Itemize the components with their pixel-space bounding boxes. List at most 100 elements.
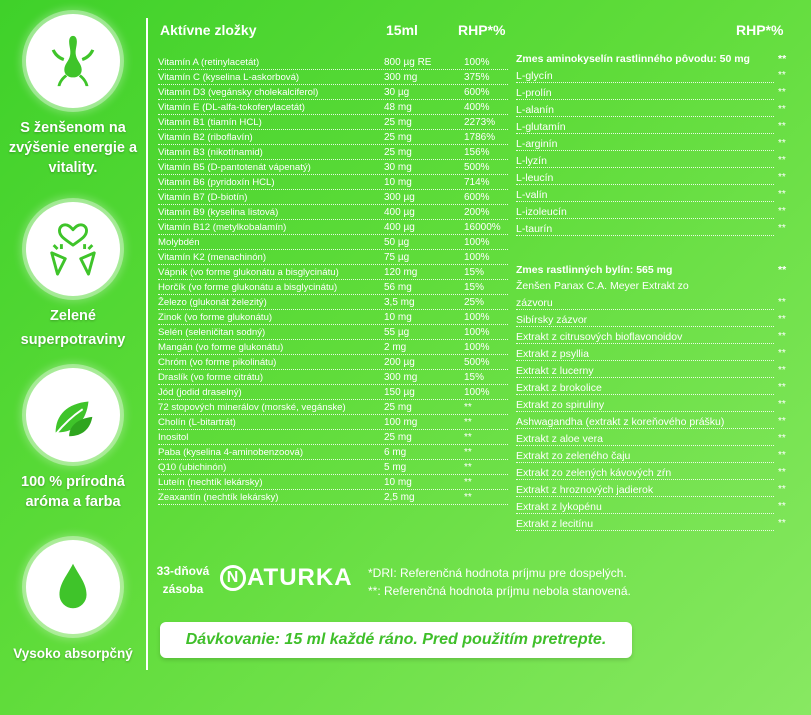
leader-dots bbox=[158, 84, 508, 85]
item-name: Extrakt z psyllia bbox=[516, 348, 589, 360]
item-rhp: ** bbox=[778, 382, 786, 393]
ingredient-name: Vitamín B6 (pyridoxín HCL) bbox=[158, 177, 275, 188]
ingredient-amount: 100 mg bbox=[384, 417, 418, 428]
feature-natural: 100 % prírodná aróma a farba bbox=[0, 368, 146, 512]
leader-dots bbox=[516, 445, 774, 446]
item-name: Extrakt z lykopénu bbox=[516, 501, 602, 513]
table-row: Paba (kyselina 4-aminobenzoová) 6 mg ** bbox=[158, 447, 508, 462]
ingredient-rhp: 15% bbox=[464, 372, 485, 383]
ingredient-name: Mangán (vo forme glukonátu) bbox=[158, 342, 284, 353]
ingredient-amount: 300 mg bbox=[384, 372, 418, 383]
item-rhp: ** bbox=[778, 433, 786, 444]
ingredient-name: Vitamín B12 (metylkobalamín) bbox=[158, 222, 287, 233]
leader-dots bbox=[158, 354, 508, 355]
list-item: Extrakt z brokolice ** bbox=[516, 382, 790, 397]
ingredient-rhp: ** bbox=[464, 477, 472, 488]
ingredient-rhp: 375% bbox=[464, 72, 490, 83]
item-rhp: ** bbox=[778, 121, 786, 132]
list-item: L-leucín ** bbox=[516, 172, 790, 187]
item-name: L-alanín bbox=[516, 104, 554, 116]
ingredient-amount: 10 mg bbox=[384, 477, 412, 488]
header-active-ingredients: Aktívne zložky bbox=[160, 22, 257, 38]
item-name: L-taurín bbox=[516, 223, 553, 235]
header-amount: 15ml bbox=[386, 22, 418, 38]
ingredient-name: Vitamín A (retinylacetát) bbox=[158, 57, 260, 68]
leader-dots bbox=[516, 218, 774, 219]
ingredient-amount: 75 µg bbox=[384, 252, 410, 263]
feature-superfood: Zelené superpotraviny bbox=[0, 202, 146, 352]
ingredient-amount: 2 mg bbox=[384, 342, 407, 353]
ingredient-name: Vápnik (vo forme glukonátu a bisglycinát… bbox=[158, 267, 339, 278]
leader-dots bbox=[158, 144, 508, 145]
ingredient-name: Paba (kyselina 4-aminobenzoová) bbox=[158, 447, 304, 458]
list-item: L-valín ** bbox=[516, 189, 790, 204]
item-rhp: ** bbox=[778, 87, 786, 98]
table-row: Vitamín B6 (pyridoxín HCL) 10 mg 714% bbox=[158, 177, 508, 192]
ingredient-rhp: ** bbox=[464, 432, 472, 443]
table-row: Železo (glukonát železitý) 3,5 mg 25% bbox=[158, 297, 508, 312]
ingredient-amount: 25 mg bbox=[384, 132, 412, 143]
leader-dots bbox=[158, 324, 508, 325]
leader-dots bbox=[158, 174, 508, 175]
list-item: Extrakt z lucerny ** bbox=[516, 365, 790, 380]
ingredient-rhp: 500% bbox=[464, 357, 490, 368]
ingredient-amount: 25 mg bbox=[384, 402, 412, 413]
amino-title: Zmes aminokyselín rastlinného pôvodu: 50… bbox=[516, 53, 750, 65]
leader-dots bbox=[158, 369, 508, 370]
naturka-logo: N ATURKA bbox=[220, 564, 353, 592]
leader-dots bbox=[516, 343, 774, 344]
list-item: Extrakt z hroznových jadierok ** bbox=[516, 484, 790, 499]
leader-dots bbox=[158, 339, 508, 340]
table-row: Chróm (vo forme pikolinátu) 200 µg 500% bbox=[158, 357, 508, 372]
item-name: Extrakt z aloe vera bbox=[516, 433, 603, 445]
ingredient-amount: 48 mg bbox=[384, 102, 412, 113]
leader-dots bbox=[158, 444, 508, 445]
item-rhp: ** bbox=[778, 314, 786, 325]
ingredient-amount: 10 mg bbox=[384, 177, 412, 188]
table-row: Vitamín B12 (metylkobalamín) 400 µg 16000% bbox=[158, 222, 508, 237]
item-name: L-glutamín bbox=[516, 121, 566, 133]
item-rhp: ** bbox=[778, 501, 786, 512]
ingredient-amount: 25 mg bbox=[384, 147, 412, 158]
leaves-icon bbox=[26, 368, 120, 462]
feature-superfood-text: Zelené superpotraviny bbox=[20, 308, 126, 348]
leader-dots bbox=[158, 459, 508, 460]
ingredient-rhp: ** bbox=[464, 402, 472, 413]
feature-energy: S ženšenom na zvýšenie energie a vitalit… bbox=[0, 14, 146, 178]
ingredient-amount: 30 mg bbox=[384, 162, 412, 173]
table-row: Vitamín B5 (D-pantotenát vápenatý) 30 mg 5… bbox=[158, 162, 508, 177]
amino-title-rhp: ** bbox=[778, 53, 787, 65]
item-name: L-arginín bbox=[516, 138, 558, 150]
ingredient-amount: 400 µg bbox=[384, 207, 415, 218]
ingredient-rhp: 100% bbox=[464, 387, 490, 398]
table-row: Draslík (vo forme citrátu) 300 mg 15% bbox=[158, 372, 508, 387]
item-rhp: ** bbox=[778, 518, 786, 529]
leader-dots bbox=[516, 184, 774, 185]
list-item: L-glycín ** bbox=[516, 70, 790, 85]
leader-dots bbox=[516, 394, 774, 395]
list-item: L-prolín ** bbox=[516, 87, 790, 102]
ingredient-rhp: 200% bbox=[464, 207, 490, 218]
ingredient-amount: 2,5 mg bbox=[384, 492, 415, 503]
item-name: L-izoleucín bbox=[516, 206, 567, 218]
leader-dots bbox=[158, 489, 508, 490]
table-row: Vitamín A (retinylacetát) 800 µg RE 100% bbox=[158, 57, 508, 72]
leader-dots bbox=[516, 326, 774, 327]
table-row: Vitamín D3 (vegánsky cholekalciferol) 30 … bbox=[158, 87, 508, 102]
ingredient-amount: 5 mg bbox=[384, 462, 407, 473]
item-rhp: ** bbox=[778, 399, 786, 410]
ingredient-rhp: 400% bbox=[464, 102, 490, 113]
heart-carrots-icon bbox=[26, 202, 120, 296]
drop-icon bbox=[26, 540, 120, 634]
ingredient-name: Vitamín K2 (menachinón) bbox=[158, 252, 267, 263]
ingredient-name: Vitamín D3 (vegánsky cholekalciferol) bbox=[158, 87, 319, 98]
list-item: Extrakt zo zeleného čaju ** bbox=[516, 450, 790, 465]
item-rhp: ** bbox=[778, 467, 786, 478]
ingredient-rhp: 100% bbox=[464, 312, 490, 323]
ingredient-rhp: 100% bbox=[464, 252, 490, 263]
ingredient-name: Jód (jodid draselný) bbox=[158, 387, 242, 398]
table-row: Q10 (ubichinón) 5 mg ** bbox=[158, 462, 508, 477]
leader-dots bbox=[516, 116, 774, 117]
list-item: Sibírsky zázvor ** bbox=[516, 314, 790, 329]
item-rhp: ** bbox=[778, 348, 786, 359]
